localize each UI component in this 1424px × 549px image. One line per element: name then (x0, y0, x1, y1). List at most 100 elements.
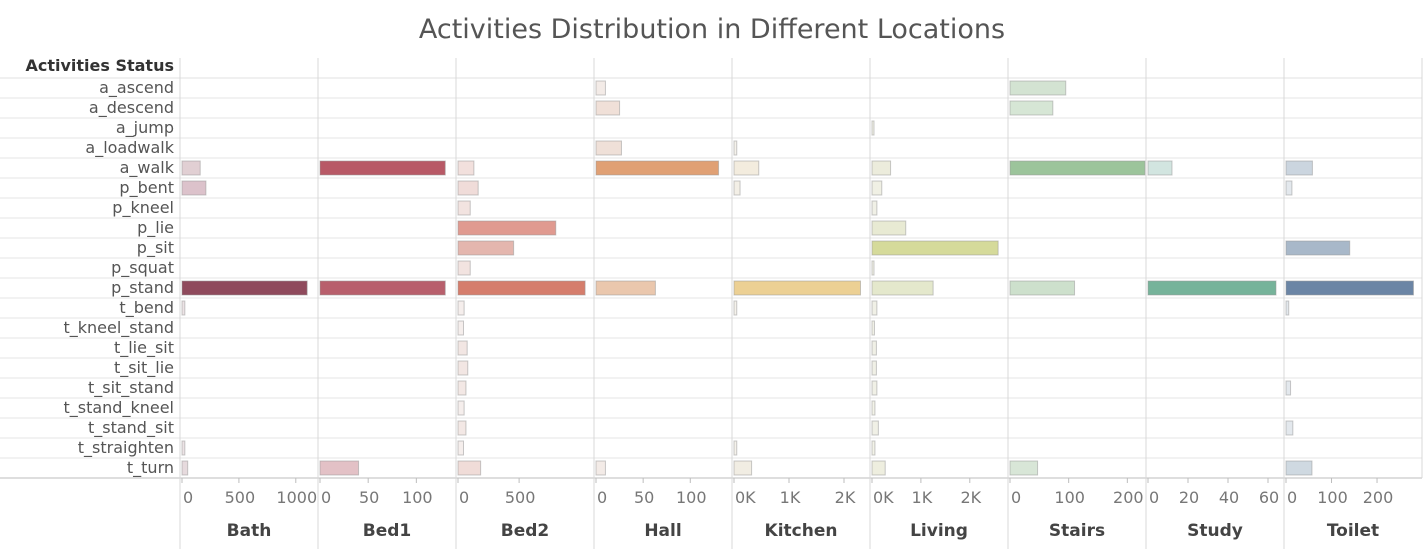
tick-label: 0 (1011, 488, 1021, 507)
row-label: a_walk (120, 158, 175, 178)
bar-hall-a_descend (595, 100, 621, 116)
bar-bed2-t_stand_kneel (457, 400, 465, 416)
tick-label: 0 (597, 488, 607, 507)
bar-kitchen-a_loadwalk (733, 140, 738, 156)
row-label: p_stand (111, 278, 174, 298)
bar-toilet-t_stand_sit (1285, 420, 1294, 436)
tick-label: 60 (1259, 488, 1279, 507)
bar-bed2-p_stand (457, 280, 586, 296)
row-label: t_stand_sit (88, 418, 174, 438)
bar-kitchen-p_stand (733, 280, 861, 296)
bar-bath-a_walk (181, 160, 201, 176)
row-label: t_turn (127, 458, 174, 478)
panel-label: Bed1 (363, 521, 412, 541)
panel-label: Study (1187, 521, 1243, 541)
bar-bed2-a_walk (457, 160, 475, 176)
bar-toilet-t_bend (1285, 300, 1290, 316)
tick-label: 0K (735, 488, 756, 507)
row-label: t_kneel_stand (63, 318, 174, 338)
bar-toilet-t_turn (1285, 460, 1313, 476)
bar-bath-p_bent (181, 180, 207, 196)
bar-stairs-a_ascend (1009, 80, 1067, 96)
bar-kitchen-a_walk (733, 160, 760, 176)
bar-living-p_stand (871, 280, 934, 296)
bar-living-a_jump (871, 120, 875, 136)
tick-label: 100 (1054, 488, 1085, 507)
row-label: a_loadwalk (85, 138, 174, 158)
tick-label: 40 (1219, 488, 1239, 507)
row-label: t_bend (119, 298, 174, 318)
bar-bed2-t_sit_lie (457, 360, 469, 376)
bar-hall-a_ascend (595, 80, 606, 96)
row-label: a_jump (116, 118, 174, 138)
bar-bath-t_turn (181, 460, 189, 476)
tick-label: 20 (1179, 488, 1199, 507)
tick-label: 500 (225, 488, 256, 507)
bar-bed2-t_kneel_stand (457, 320, 464, 336)
chart-title: Activities Distribution in Different Loc… (419, 14, 1005, 45)
bar-stairs-a_descend (1009, 100, 1054, 116)
panel-label: Hall (644, 521, 681, 541)
bar-bed2-p_sit (457, 240, 515, 256)
bar-kitchen-p_bent (733, 180, 741, 196)
bar-bed2-t_straighten (457, 440, 464, 456)
row-label: t_sit_lie (114, 358, 174, 378)
bar-hall-a_walk (595, 160, 720, 176)
tick-label: 500 (505, 488, 536, 507)
bar-living-t_straighten (871, 440, 876, 456)
bar-bed2-t_lie_sit (457, 340, 468, 356)
tick-label: 0 (1149, 488, 1159, 507)
row-label: a_descend (89, 98, 174, 118)
bar-toilet-p_sit (1285, 240, 1351, 256)
bar-stairs-a_walk (1009, 160, 1146, 176)
bar-hall-t_turn (595, 460, 606, 476)
tick-label: 0 (183, 488, 193, 507)
bar-bed2-t_bend (457, 300, 465, 316)
row-label: p_squat (111, 258, 174, 278)
bar-study-p_stand (1147, 280, 1277, 296)
bar-bed1-p_stand (319, 280, 446, 296)
tick-label: 1K (912, 488, 933, 507)
tick-label: 100 (402, 488, 433, 507)
bar-bath-t_straighten (181, 440, 186, 456)
bar-living-p_sit (871, 240, 999, 256)
tick-label: 50 (634, 488, 654, 507)
row-label: p_sit (137, 238, 174, 258)
bar-living-t_sit_stand (871, 380, 878, 396)
bar-toilet-p_bent (1285, 180, 1293, 196)
bar-bed2-p_squat (457, 260, 471, 276)
bar-study-a_walk (1147, 160, 1173, 176)
bar-bed2-p_bent (457, 180, 479, 196)
bar-toilet-a_walk (1285, 160, 1313, 176)
bar-living-t_stand_kneel (871, 400, 876, 416)
bar-stairs-p_stand (1009, 280, 1076, 296)
tick-label: 100 (676, 488, 707, 507)
bar-living-t_sit_lie (871, 360, 877, 376)
row-label: t_straighten (78, 438, 174, 458)
bar-bed1-t_turn (319, 460, 360, 476)
bar-stairs-t_turn (1009, 460, 1039, 476)
bar-hall-p_stand (595, 280, 656, 296)
tick-label: 50 (359, 488, 379, 507)
row-header: Activities Status (25, 56, 174, 75)
tick-label: 0 (459, 488, 469, 507)
bar-kitchen-t_bend (733, 300, 738, 316)
row-label: p_lie (137, 218, 174, 238)
bar-toilet-t_sit_stand (1285, 380, 1292, 396)
tick-label: 1K (780, 488, 801, 507)
panel-label: Living (910, 521, 968, 541)
bar-living-t_turn (871, 460, 886, 476)
bar-living-p_lie (871, 220, 907, 236)
bar-living-p_squat (871, 260, 875, 276)
panel-label: Toilet (1327, 521, 1379, 541)
panel-label: Kitchen (765, 521, 838, 541)
bar-kitchen-t_turn (733, 460, 753, 476)
row-label: p_bent (119, 178, 174, 198)
tick-label: 200 (1363, 488, 1394, 507)
tick-label: 2K (835, 488, 856, 507)
bar-living-p_kneel (871, 200, 878, 216)
bar-bed2-t_turn (457, 460, 482, 476)
bar-bed2-t_sit_stand (457, 380, 467, 396)
tick-label: 100 (1317, 488, 1348, 507)
